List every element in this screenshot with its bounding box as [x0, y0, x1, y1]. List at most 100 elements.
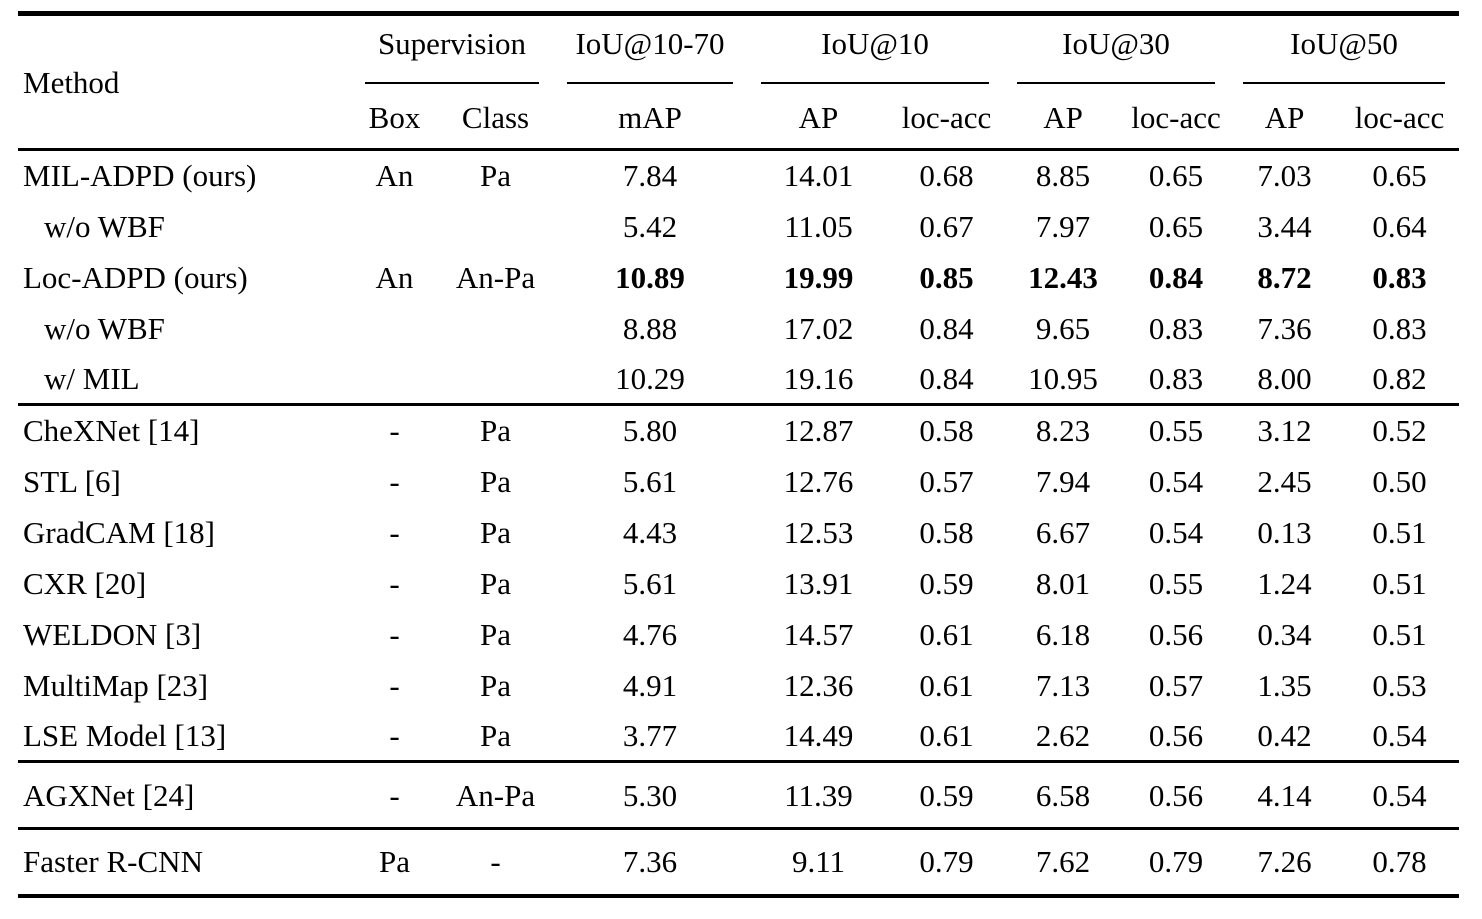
value-cell	[351, 303, 438, 354]
col-header-ap-10: AP	[747, 87, 890, 151]
value-cell: 6.67	[1035, 514, 1091, 550]
value-cell: 12.36	[783, 667, 854, 703]
value-cell: 0.56	[1123, 760, 1230, 829]
table-row: AGXNet [24] - An-Pa 5.30 11.39 0.59 6.58 0.56 4.…	[18, 760, 1460, 829]
value-cell: 2.62	[1035, 717, 1091, 753]
method-cell: w/ MIL	[44, 360, 140, 396]
table-row: MultiMap [23] - Pa 4.91 12.36 0.61 7.13 0.57 1.3…	[18, 660, 1459, 711]
table-section-1: MIL-ADPD (ours) An Pa 7.84 14.01 0.68 8.85 0.65…	[18, 150, 1459, 405]
value-cell: 12.87	[747, 403, 890, 456]
value-cell: 0.65	[1372, 158, 1427, 194]
value-cell: 1.24	[1257, 565, 1312, 601]
value-cell: 0.59	[919, 565, 974, 601]
value-cell: An-Pa	[455, 259, 536, 295]
value-cell: 0.61	[919, 616, 974, 652]
value-cell: 7.26	[1229, 827, 1341, 896]
col-header-ap-50: AP	[1229, 87, 1341, 151]
value-cell: An	[375, 158, 414, 194]
value-cell: 19.16	[783, 360, 854, 396]
col-header-locacc-50: loc-acc	[1340, 87, 1460, 151]
value-cell: Pa	[480, 667, 511, 703]
table-row: GradCAM [18] - Pa 4.43 12.53 0.58 6.67 0.54 0.13…	[18, 507, 1459, 558]
value-cell: 0.13	[1257, 514, 1312, 550]
value-cell: Pa	[480, 565, 511, 601]
method-cell: Loc-ADPD (ours)	[23, 259, 248, 295]
group-underline	[567, 81, 733, 84]
table-header: Method Supervision IoU@10-70 IoU@10 IoU@…	[18, 13, 1460, 151]
col-header-class: Class	[438, 87, 553, 151]
value-cell: 0.56	[1148, 717, 1204, 753]
value-cell: 0.51	[1372, 565, 1427, 601]
value-cell: -	[438, 827, 553, 896]
col-group-iou-50: IoU@50	[1229, 14, 1459, 88]
value-cell: 14.01	[783, 158, 854, 194]
value-cell: 10.89	[615, 259, 685, 295]
value-cell: 0.64	[1372, 208, 1427, 244]
value-cell: 0.54	[1340, 760, 1460, 829]
table-row: w/o WBF 8.88 17.02 0.84 9.65 0.83 7.36 0.83	[18, 303, 1459, 354]
col-header-box: Box	[351, 87, 438, 151]
method-cell: MIL-ADPD (ours)	[23, 158, 257, 194]
value-cell: 0.57	[1148, 667, 1204, 703]
value-cell: -	[389, 717, 400, 753]
table-row: WELDON [3] - Pa 4.76 14.57 0.61 6.18 0.56 0.34 0.…	[18, 609, 1459, 660]
value-cell: 0.79	[890, 827, 1004, 896]
value-cell: 12.76	[783, 463, 854, 499]
value-cell: 8.01	[1035, 565, 1091, 601]
value-cell	[438, 201, 553, 252]
value-cell: 4.14	[1229, 760, 1341, 829]
value-cell: 13.91	[783, 565, 854, 601]
method-cell: LSE Model [13]	[23, 717, 227, 753]
value-cell: -	[389, 667, 400, 703]
col-group-iou-10: IoU@10	[747, 14, 1003, 88]
value-cell: 7.36	[553, 827, 747, 896]
value-cell: -	[389, 616, 400, 652]
value-cell: 0.54	[1372, 717, 1427, 753]
value-cell: 7.62	[1003, 827, 1124, 896]
value-cell: 10.29	[615, 360, 685, 396]
value-cell: 9.65	[1035, 310, 1091, 346]
table-row: STL [6] - Pa 5.61 12.76 0.57 7.94 0.54 2.45 0.50	[18, 456, 1459, 507]
value-cell: 4.76	[622, 616, 678, 652]
value-cell: 0.83	[1148, 360, 1204, 396]
value-cell: 19.99	[783, 259, 854, 295]
value-cell: 0.65	[1148, 208, 1204, 244]
value-cell: -	[389, 565, 400, 601]
value-cell: 14.49	[783, 717, 854, 753]
col-header-locacc-30: loc-acc	[1123, 87, 1230, 151]
method-cell: CheXNet [14]	[18, 403, 351, 456]
value-cell: 6.18	[1035, 616, 1091, 652]
col-header-ap-30: AP	[1003, 87, 1124, 151]
method-cell: GradCAM [18]	[23, 514, 215, 550]
value-cell: An-Pa	[438, 760, 553, 829]
col-group-iou-30: IoU@30	[1003, 14, 1229, 88]
method-cell: STL [6]	[23, 463, 121, 499]
value-cell: 0.84	[1148, 259, 1204, 295]
sub-header-row: Box Class mAP AP loc-acc AP loc-acc AP l…	[18, 87, 1460, 151]
value-cell: Pa	[480, 463, 511, 499]
value-cell: 7.97	[1035, 208, 1091, 244]
table-row: CXR [20] - Pa 5.61 13.91 0.59 8.01 0.55 1.24 0.51	[18, 558, 1459, 609]
value-cell: 0.53	[1372, 667, 1427, 703]
value-cell: 0.51	[1372, 616, 1427, 652]
value-cell: Pa	[351, 827, 438, 896]
value-cell: 7.03	[1257, 158, 1312, 194]
method-cell: CXR [20]	[23, 565, 147, 601]
value-cell: 5.30	[553, 760, 747, 829]
value-cell: 7.36	[1257, 310, 1312, 346]
value-cell: 14.57	[783, 616, 854, 652]
value-cell: 0.61	[919, 717, 974, 753]
value-cell: 0.34	[1257, 616, 1312, 652]
value-cell: 17.02	[783, 310, 854, 346]
value-cell: 11.39	[747, 760, 890, 829]
value-cell: 0.85	[919, 259, 974, 295]
value-cell: Pa	[480, 616, 511, 652]
value-cell: 4.91	[622, 667, 678, 703]
value-cell: 0.54	[1148, 463, 1204, 499]
value-cell: 0.50	[1372, 463, 1427, 499]
value-cell: 3.12	[1229, 403, 1341, 456]
col-group-iou-30-label: IoU@30	[1062, 26, 1170, 61]
value-cell	[438, 303, 553, 354]
value-cell: 0.57	[919, 463, 974, 499]
table-row: CheXNet [14] - Pa 5.80 12.87 0.58 8.23 0.55 3.12…	[18, 403, 1460, 456]
